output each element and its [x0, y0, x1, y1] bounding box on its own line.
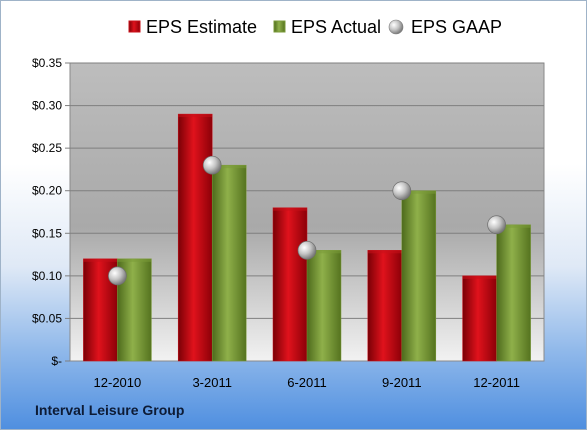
y-tick-label: $0.10: [32, 269, 62, 283]
bar-cap: [367, 250, 402, 254]
company-name: Interval Leisure Group: [35, 402, 185, 418]
y-tick-label: $0.20: [32, 184, 62, 198]
marker-eps-gaap: [392, 181, 412, 201]
x-category-label: 9-2011: [382, 375, 422, 390]
bar-eps-actual: [211, 164, 247, 362]
bar-eps-estimate: [272, 207, 308, 362]
y-tick-label: $0.35: [32, 56, 62, 70]
bar-cap: [212, 165, 247, 169]
marker-eps-gaap: [202, 155, 222, 175]
y-tick-label: $0.25: [32, 141, 62, 155]
legend-label: EPS Actual: [291, 17, 381, 37]
marker-eps-gaap: [487, 215, 506, 235]
x-axis-categories: 12-2010 3-2011 6-2011 9-2011 12-2011: [94, 375, 520, 390]
bar-cap: [496, 224, 531, 228]
marker-eps-gaap: [108, 266, 127, 286]
bar-eps-estimate: [462, 275, 497, 362]
bar-eps-actual: [496, 224, 531, 362]
marker-eps-gaap: [297, 240, 317, 260]
legend-label: EPS Estimate: [146, 17, 257, 37]
y-tick-label: $0.05: [32, 311, 62, 325]
y-tick-label: $-: [51, 354, 62, 368]
x-category-label: 12-2011: [473, 375, 520, 390]
y-axis-ticks: $- $0.05 $0.10 $0.15 $0.20 $0.25 $0.30 $0.35: [32, 56, 70, 368]
legend-swatch-eps-actual: [273, 20, 286, 33]
legend-swatch-eps-estimate: [128, 20, 141, 33]
legend-swatch-eps-gaap: [388, 19, 404, 35]
bar-eps-estimate: [177, 113, 213, 362]
x-category-label: 12-2010: [94, 375, 142, 390]
bars: [83, 113, 531, 362]
y-tick-label: $0.15: [32, 226, 62, 240]
x-category-label: 6-2011: [287, 375, 327, 390]
bar-cap: [178, 114, 213, 118]
bar-cap: [401, 190, 436, 194]
bar-cap: [83, 258, 118, 262]
bar-eps-actual: [306, 250, 342, 362]
legend-label: EPS GAAP: [411, 17, 502, 37]
bar-cap: [273, 207, 307, 211]
y-tick-label: $0.30: [32, 99, 62, 113]
gaap-markers: [108, 155, 506, 286]
x-category-label: 3-2011: [192, 375, 232, 390]
bar-cap: [117, 258, 152, 262]
bar-cap: [462, 275, 497, 279]
bar-eps-actual: [401, 190, 437, 362]
bar-cap: [307, 250, 341, 254]
legend: EPS Estimate EPS Actual EPS GAAP: [128, 17, 502, 37]
bar-eps-estimate: [367, 250, 403, 362]
